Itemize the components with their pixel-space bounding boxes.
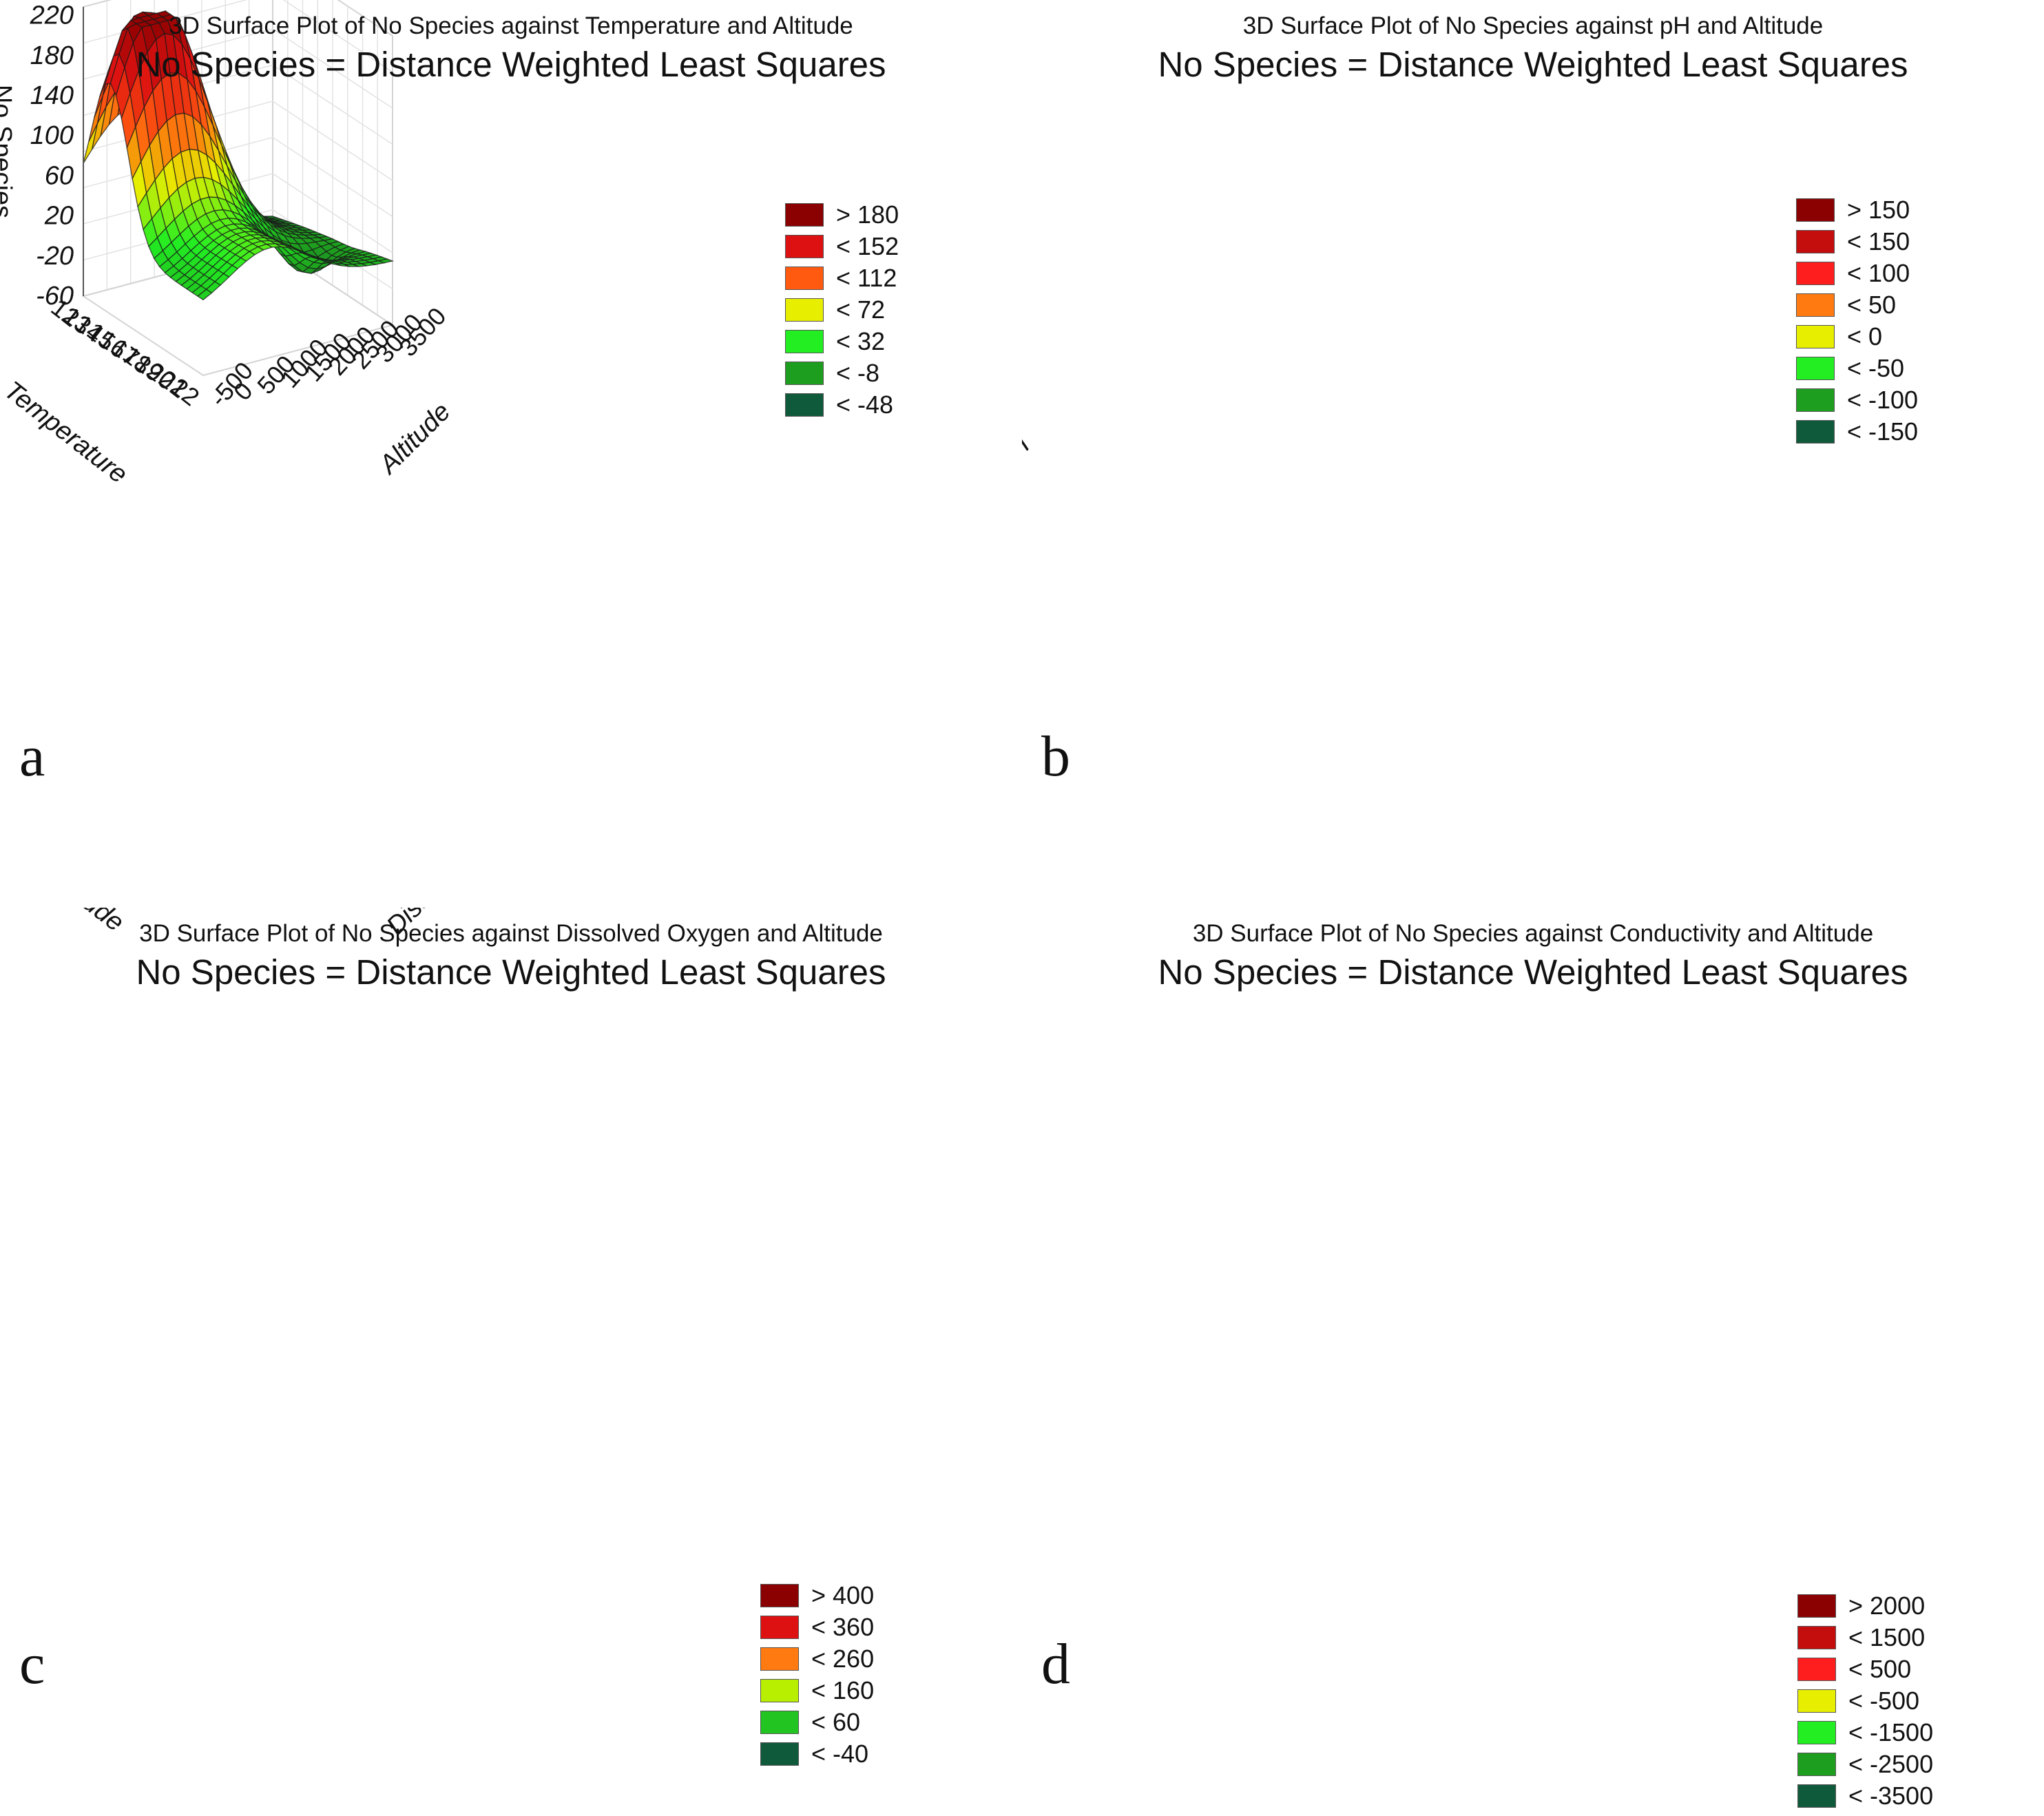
- legend-swatch: [1796, 420, 1835, 443]
- legend-swatch: [1797, 1626, 1836, 1649]
- legend-label: < 360: [811, 1613, 875, 1641]
- chart-panel-d: 3000200010000-1000-2000-3000-50005001000…: [1022, 908, 2044, 1815]
- legend-swatch: [785, 330, 824, 353]
- surface-mesh: [83, 10, 395, 301]
- chart-subtitle: 3D Surface Plot of No Species against Di…: [139, 920, 883, 947]
- legend-label: < -500: [1848, 1687, 1920, 1715]
- surface-cell: [196, 289, 213, 301]
- legend-swatch: [785, 393, 824, 417]
- surface-plot-c: 5004003002001000-50005001000150020002500…: [41, 908, 550, 941]
- legend-label: > 400: [811, 1581, 875, 1609]
- legend-label: < 72: [836, 295, 886, 324]
- legend-swatch: [1796, 357, 1835, 380]
- legend-swatch: [785, 203, 824, 227]
- surface-plot-a: 220 180 140 100 60 20 -20 -60222120191817161514…: [0, 0, 457, 490]
- y-axis-title: pH: [1022, 430, 1036, 475]
- legend-swatch: [760, 1616, 799, 1639]
- legend-swatch: [760, 1742, 799, 1766]
- legend-label: < -1500: [1848, 1718, 1934, 1746]
- legend-swatch: [1796, 198, 1835, 222]
- legend-swatch: [1797, 1721, 1836, 1744]
- legend-swatch: [1796, 230, 1835, 253]
- legend-label: < 0: [1847, 322, 1883, 351]
- z-axis: 220 180 140 100 60 20 -20 -60: [30, 1, 84, 311]
- chart-title: No Species = Distance Weighted Least Squ…: [1158, 45, 1908, 84]
- legend-label: > 2000: [1848, 1591, 1926, 1620]
- legend-label: < 50: [1847, 291, 1897, 319]
- legend-label: < 100: [1847, 259, 1910, 287]
- z-tick-label: 60: [45, 161, 74, 190]
- panel-letter: a: [19, 724, 45, 789]
- z-tick-label: 100: [30, 121, 74, 150]
- chart-panel-b: 200150100500-50-100-150-5000500100015002…: [1022, 0, 2044, 908]
- legend-label: > 180: [836, 200, 899, 229]
- panel-letter: d: [1041, 1632, 1070, 1696]
- legend-swatch: [760, 1647, 799, 1671]
- legend-label: < 32: [836, 327, 886, 355]
- y-axis: 9.08.88.68.48.28.07.87.67.47.27.06.86.6: [1022, 311, 1025, 356]
- z-tick-label: 140: [30, 81, 74, 110]
- z-tick-label: 220: [30, 1, 74, 30]
- chart-subtitle: 3D Surface Plot of No Species against Te…: [169, 12, 853, 39]
- legend-swatch: [1796, 262, 1835, 285]
- chart-subtitle: 3D Surface Plot of No Species against Co…: [1192, 920, 1874, 947]
- legend-label: < 60: [811, 1708, 861, 1736]
- legend-label: < 1500: [1848, 1623, 1926, 1651]
- chart-title: No Species = Distance Weighted Least Squ…: [136, 952, 886, 992]
- legend-swatch: [1797, 1594, 1836, 1618]
- z-tick-label: -20: [36, 242, 74, 271]
- legend-label: < -2500: [1848, 1750, 1934, 1778]
- legend-swatch: [1797, 1753, 1836, 1776]
- legend-label: < -40: [811, 1740, 869, 1768]
- panel-letter: c: [19, 1632, 45, 1696]
- legend-label: < 150: [1847, 227, 1910, 255]
- x-axis-title: Temperature: [0, 376, 133, 490]
- chart-panel-c: 5004003002001000-50005001000150020002500…: [0, 908, 1022, 1815]
- legend-label: > 150: [1847, 196, 1910, 224]
- legend-label: < -48: [836, 390, 894, 419]
- legend-swatch: [1797, 1784, 1836, 1808]
- chart-title: No Species = Distance Weighted Least Squ…: [1158, 952, 1908, 992]
- z-axis-title: No Species: [0, 85, 17, 218]
- y-tick-label: 6.6: [1022, 311, 1025, 356]
- legend-label: < 112: [836, 264, 897, 292]
- legend-label: < -3500: [1848, 1782, 1934, 1810]
- surface-plot-b: 200150100500-50-100-150-5000500100015002…: [1022, 311, 1036, 476]
- legend-swatch: [785, 362, 824, 385]
- legend-label: < 152: [836, 232, 899, 260]
- z-tick-label: 180: [30, 41, 74, 70]
- chart-title: No Species = Distance Weighted Least Squ…: [136, 45, 886, 84]
- chart-subtitle: 3D Surface Plot of No Species against pH…: [1242, 12, 1824, 39]
- chart-panel-a: 220 180 140 100 60 20 -20 -60 22 21 20 19 18 17 16 15 14…: [0, 0, 1022, 908]
- legend-swatch: [760, 1584, 799, 1607]
- legend-swatch: [785, 298, 824, 322]
- legend-label: < 260: [811, 1645, 875, 1673]
- legend-swatch: [1797, 1689, 1836, 1713]
- panel-letter: b: [1041, 724, 1070, 789]
- legend-swatch: [1796, 388, 1835, 412]
- legend-swatch: [1797, 1658, 1836, 1681]
- legend-swatch: [760, 1679, 799, 1702]
- legend-swatch: [785, 267, 824, 290]
- legend-swatch: [760, 1711, 799, 1734]
- legend-label: < -50: [1847, 354, 1905, 382]
- legend-label: < 500: [1848, 1655, 1912, 1683]
- surface-plot-d: 3000200010000-1000-2000-3000-50005001000…: [1022, 908, 1065, 975]
- legend-label: < 160: [811, 1676, 875, 1704]
- legend-swatch: [1796, 325, 1835, 348]
- legend-swatch: [785, 235, 824, 258]
- z-tick-label: 20: [44, 202, 74, 231]
- y-axis-title: Altitude: [373, 397, 457, 481]
- legend-label: < -8: [836, 359, 880, 387]
- legend-label: < -150: [1847, 417, 1919, 446]
- legend-swatch: [1796, 293, 1835, 317]
- z-tick-label: -60: [36, 282, 74, 311]
- legend-label: < -100: [1847, 386, 1919, 414]
